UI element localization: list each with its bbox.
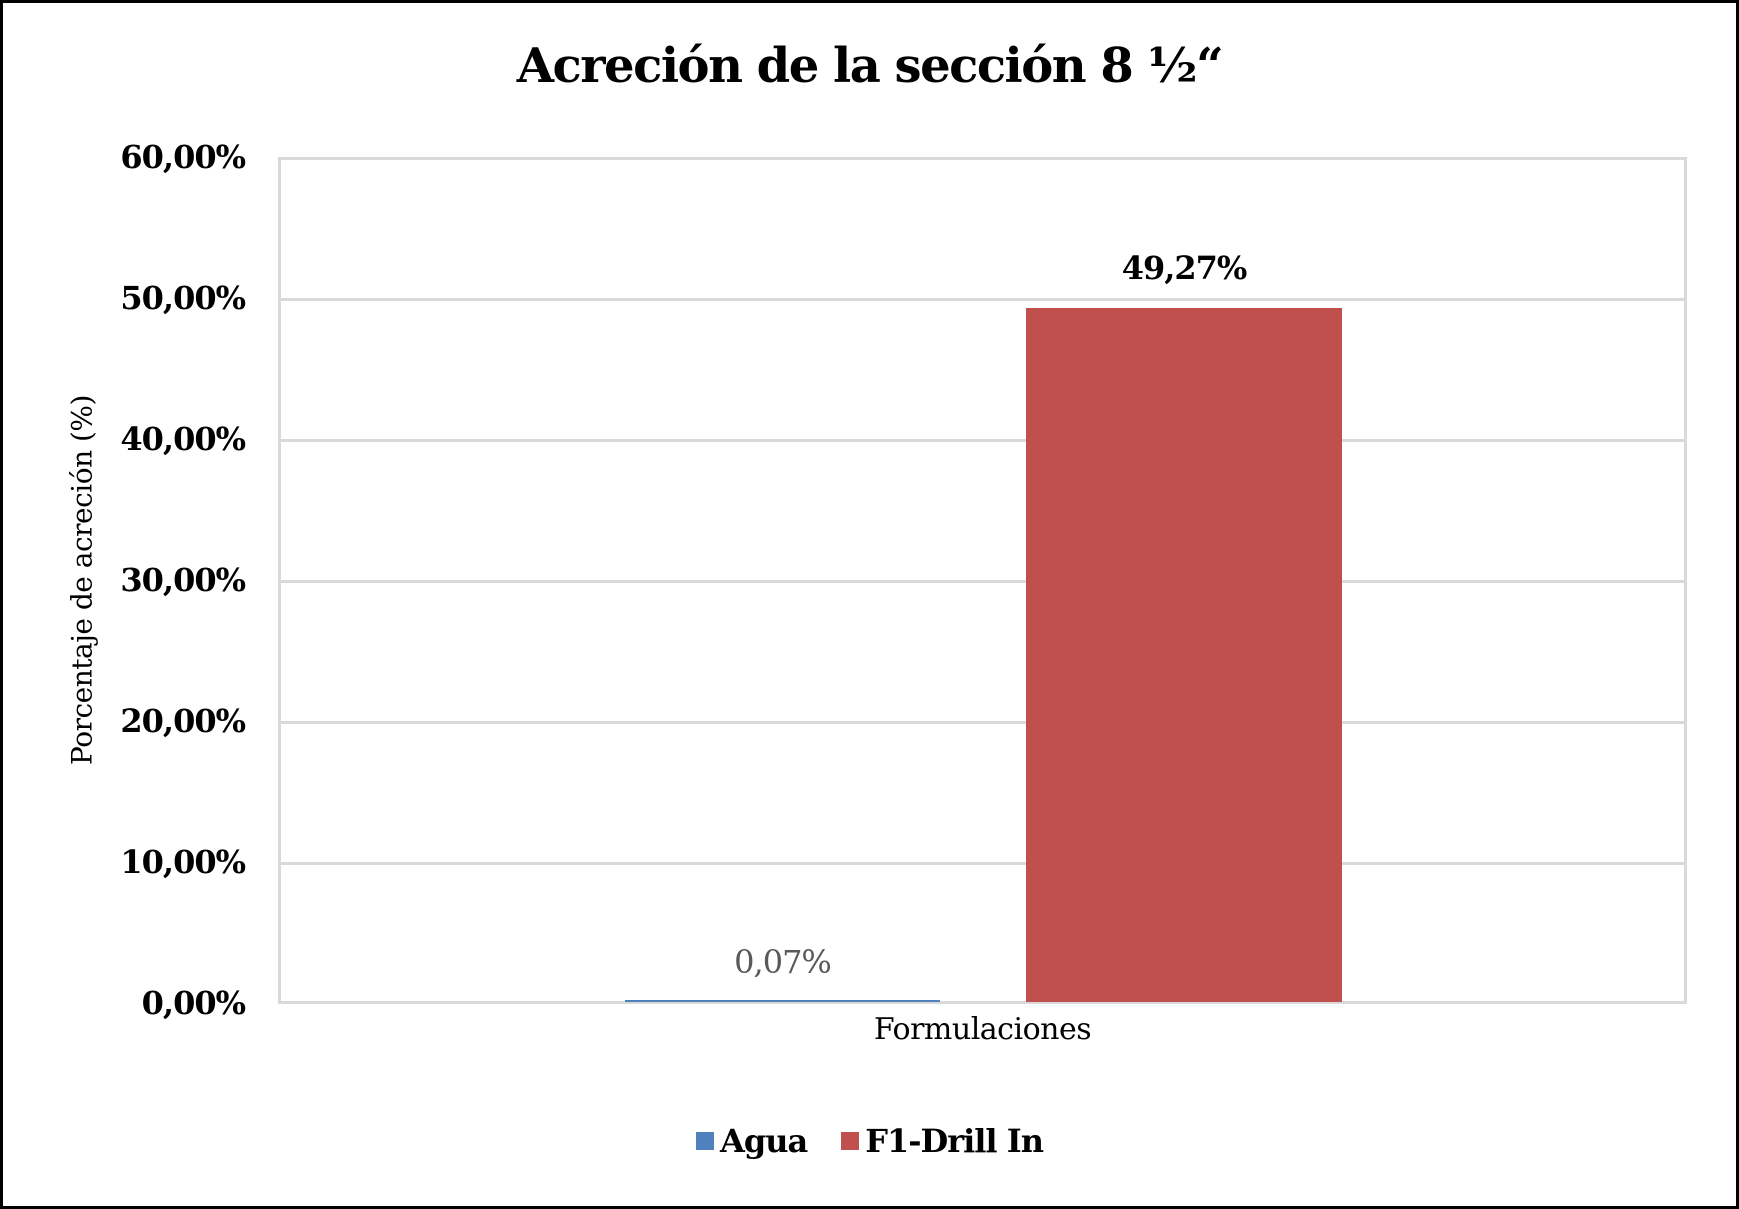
y-tick-50: 50,00% [120,279,246,317]
x-axis-label: Formulaciones [873,1012,1092,1047]
gridline-30 [281,580,1684,583]
data-label-agua: 0,07% [734,943,832,981]
plot-area [278,157,1687,1003]
legend-item-agua[interactable]: Agua [696,1122,808,1160]
bar-agua[interactable] [625,1000,940,1002]
y-tick-10: 10,00% [120,843,246,881]
legend-label-agua: Agua [720,1122,808,1160]
y-tick-60: 60,00% [120,138,246,176]
gridline-10 [281,862,1684,865]
legend-swatch-agua-icon [696,1132,715,1150]
legend-label-f1-drill-in: F1-Drill In [865,1122,1044,1160]
y-tick-40: 40,00% [120,420,246,458]
chart-title: Acreción de la sección 8 ½“ [516,38,1224,94]
gridline-50 [281,298,1684,301]
gridline-40 [281,439,1684,442]
bar-f1-drill-in[interactable] [1026,308,1342,1002]
y-tick-30: 30,00% [120,561,246,599]
gridline-20 [281,721,1684,724]
y-tick-20: 20,00% [120,702,246,740]
legend-swatch-f1-drill-in-icon [841,1132,860,1150]
x-axis-line [278,1001,1687,1004]
data-label-f1-drill-in: 49,27% [1121,249,1248,287]
legend: Agua F1-Drill In [0,1122,1739,1160]
y-tick-0: 0,00% [141,984,246,1022]
legend-item-f1-drill-in[interactable]: F1-Drill In [841,1122,1044,1160]
